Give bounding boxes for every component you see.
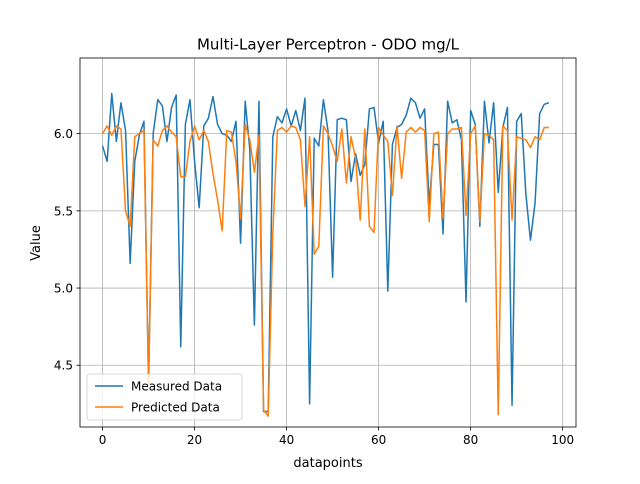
axes-frame xyxy=(79,57,577,428)
y-tick-label: 5.5 xyxy=(54,204,73,218)
x-tick-label: 0 xyxy=(99,433,107,447)
x-tick-label: 60 xyxy=(371,433,386,447)
x-tick-label: 80 xyxy=(463,433,478,447)
x-tick-label: 100 xyxy=(551,433,574,447)
x-tick-label: 20 xyxy=(187,433,202,447)
x-tick-label: 40 xyxy=(279,433,294,447)
legend-label: Predicted Data xyxy=(131,401,220,415)
legend-box xyxy=(86,373,243,421)
x-axis-label: datapoints xyxy=(293,456,362,471)
y-tick-label: 4.5 xyxy=(54,359,73,373)
series-line-predicted xyxy=(101,123,549,417)
y-tick-label: 6.0 xyxy=(54,127,73,141)
legend-label: Measured Data xyxy=(131,380,222,394)
y-axis-label: Value xyxy=(29,225,44,261)
ticks: 0 20 40 60 80 100 4.5 5.0 5.5 6.0 xyxy=(54,127,574,447)
plot-lines xyxy=(101,92,550,417)
y-tick-label: 5.0 xyxy=(54,282,73,296)
legend: Measured Data Predicted Data xyxy=(86,373,243,421)
chart-title: Multi-Layer Perceptron - ODO mg/L xyxy=(197,36,460,54)
